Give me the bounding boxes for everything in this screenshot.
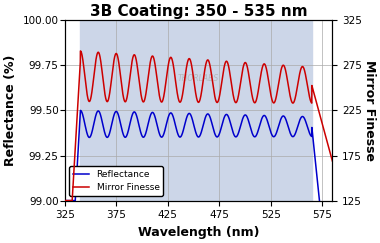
Title: 3B Coating: 350 - 535 nm: 3B Coating: 350 - 535 nm <box>90 4 307 19</box>
Reflectance <box>63 199 67 202</box>
Reflectance <box>179 134 184 137</box>
Mirror Finesse <box>330 159 334 162</box>
Mirror Finesse <box>110 71 115 74</box>
Bar <box>81 20 312 200</box>
Legend: Reflectance, Mirror Finesse: Reflectance, Mirror Finesse <box>70 166 163 196</box>
Reflectance <box>78 109 83 112</box>
Mirror Finesse <box>301 65 305 68</box>
Mirror Finesse <box>179 98 184 101</box>
Y-axis label: Mirror Finesse: Mirror Finesse <box>363 60 376 161</box>
Reflectance <box>110 120 115 123</box>
X-axis label: Wavelength (nm): Wavelength (nm) <box>138 226 260 239</box>
Y-axis label: Reflectance (%): Reflectance (%) <box>4 55 17 166</box>
Line: Reflectance: Reflectance <box>65 111 337 243</box>
Mirror Finesse <box>78 50 83 52</box>
Mirror Finesse <box>335 178 340 181</box>
Mirror Finesse <box>63 199 67 202</box>
Text: THORLABS: THORLABS <box>178 73 219 83</box>
Line: Mirror Finesse: Mirror Finesse <box>65 51 337 200</box>
Mirror Finesse <box>167 58 172 61</box>
Reflectance <box>94 113 98 116</box>
Reflectance <box>301 115 305 118</box>
Mirror Finesse <box>94 57 98 60</box>
Reflectance <box>167 113 172 115</box>
